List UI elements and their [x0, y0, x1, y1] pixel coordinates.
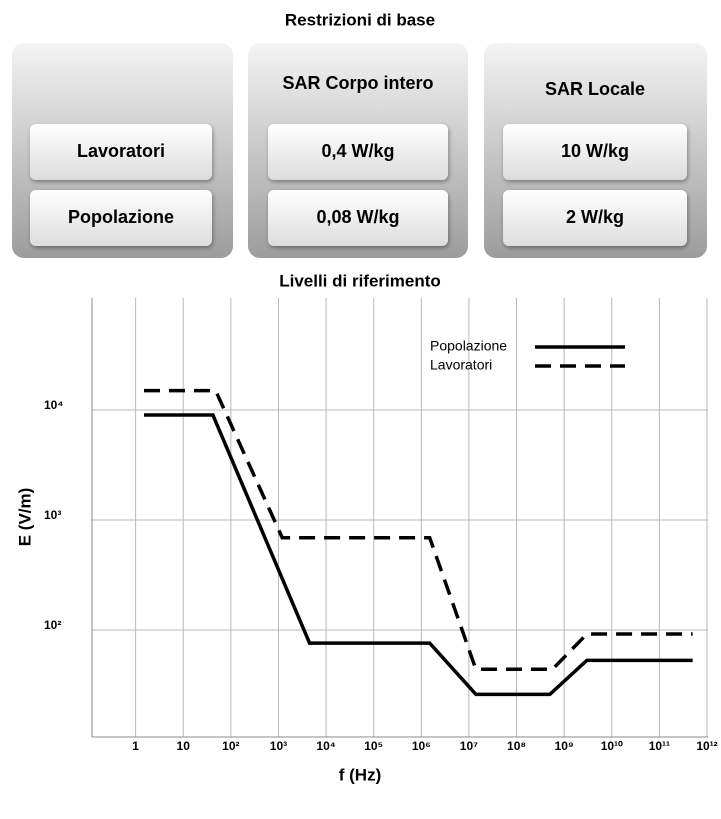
- cell: 0,08 W/kg: [316, 207, 399, 227]
- y-axis-label: E (V/m): [15, 488, 34, 547]
- x-tick-label: 10¹¹: [649, 739, 670, 753]
- column-header: SAR Locale: [545, 79, 645, 99]
- plot: 1 10 10² 10³ 10⁴ 10⁵ 10⁶ 10⁷ 10⁸ 10⁹ 10¹⁰ 10¹¹ 10¹² 1…: [44, 298, 718, 753]
- x-tick-label: 10¹²: [696, 739, 717, 753]
- panel: SAR Locale 10 W/kg 2 W/kg: [484, 43, 707, 258]
- x-tick-label: 1: [132, 739, 139, 753]
- x-tick-label: 10²: [222, 739, 239, 753]
- x-axis-label: f (Hz): [339, 765, 381, 784]
- row-label: Lavoratori: [77, 141, 165, 161]
- cell-box: [503, 190, 687, 246]
- x-tick-label: 10⁸: [507, 739, 526, 753]
- cell-box: [30, 124, 212, 180]
- cell: 10 W/kg: [561, 141, 629, 161]
- x-tick-label: 10⁶: [412, 739, 431, 753]
- x-tick-label: 10⁷: [460, 739, 478, 753]
- x-tick-label: 10¹⁰: [601, 739, 623, 753]
- cell: 0,4 W/kg: [321, 141, 394, 161]
- x-tick-label: 10⁹: [555, 739, 574, 753]
- panel: Lavoratori Popolazione: [12, 43, 233, 258]
- restrictions-title: Restrizioni di base: [285, 10, 435, 29]
- panel: SAR Corpo intero 0,4 W/kg 0,08 W/kg: [248, 43, 468, 258]
- series-line: [144, 413, 693, 697]
- cell: 2 W/kg: [566, 207, 624, 227]
- x-tick-label: 10⁵: [364, 739, 383, 753]
- y-tick-label: 10⁴: [44, 398, 63, 412]
- legend-label: Popolazione: [430, 338, 507, 354]
- chart-title: Livelli di riferimento: [279, 271, 441, 290]
- series-line: [144, 388, 693, 671]
- x-tick-label: 10⁴: [316, 739, 335, 753]
- cell-box: [268, 190, 448, 246]
- y-tick-label: 10²: [44, 618, 61, 632]
- y-tick-label: 10³: [44, 508, 61, 522]
- row-label: Popolazione: [68, 207, 174, 227]
- cell-box: [503, 124, 687, 180]
- x-tick-label: 10: [177, 739, 191, 753]
- column-header: SAR Corpo intero: [283, 73, 434, 93]
- cell-box: [268, 124, 448, 180]
- x-tick-label: 10³: [270, 739, 287, 753]
- cell-box: [30, 190, 212, 246]
- legend-label: Lavoratori: [430, 357, 492, 373]
